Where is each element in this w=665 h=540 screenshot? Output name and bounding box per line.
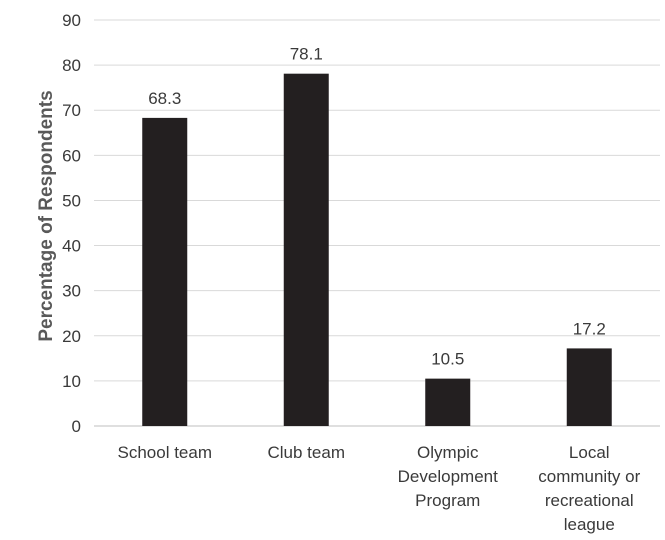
gridlines: [94, 19, 660, 427]
x-category-label: Local community or recreational league: [538, 443, 640, 534]
x-category-line: Local: [569, 443, 610, 462]
y-tick-label: 60: [62, 146, 81, 165]
bar-value-label: 68.3: [148, 89, 181, 108]
bar-value-label: 10.5: [431, 350, 464, 369]
x-category-label: Club team: [268, 443, 345, 462]
y-tick-label: 10: [62, 372, 81, 391]
x-category-label: School team: [118, 443, 213, 462]
y-tick-label: 20: [62, 327, 81, 346]
y-tick-label: 90: [62, 11, 81, 30]
bar: [566, 348, 612, 426]
bar: [425, 378, 471, 426]
x-axis-categories: School team Club team Olympic Development Pr…: [118, 443, 641, 534]
bar: [283, 73, 329, 426]
bar-value-label: 78.1: [290, 45, 323, 64]
x-category-line: Olympic: [417, 443, 479, 462]
bar: [142, 117, 188, 426]
y-axis-title: Percentage of Respondents: [36, 90, 57, 341]
y-axis-ticks: 0 10 20 30 40 50 60 70 80 90: [62, 11, 81, 436]
x-category-line: School team: [118, 443, 213, 462]
x-category-line: Club team: [268, 443, 345, 462]
bars: [142, 73, 612, 426]
y-tick-label: 70: [62, 101, 81, 120]
y-tick-label: 80: [62, 56, 81, 75]
y-tick-label: 40: [62, 237, 81, 256]
y-tick-label: 0: [72, 417, 81, 436]
y-tick-label: 50: [62, 191, 81, 210]
x-category-label: Olympic Development Program: [398, 443, 498, 510]
x-category-line: league: [564, 515, 615, 534]
x-category-line: recreational: [545, 491, 634, 510]
x-category-line: Development: [398, 467, 498, 486]
y-tick-label: 30: [62, 282, 81, 301]
bar-value-label: 17.2: [573, 319, 606, 338]
x-category-line: community or: [538, 467, 640, 486]
x-category-line: Program: [415, 491, 480, 510]
data-labels: 68.3 78.1 10.5 17.2: [148, 45, 606, 369]
